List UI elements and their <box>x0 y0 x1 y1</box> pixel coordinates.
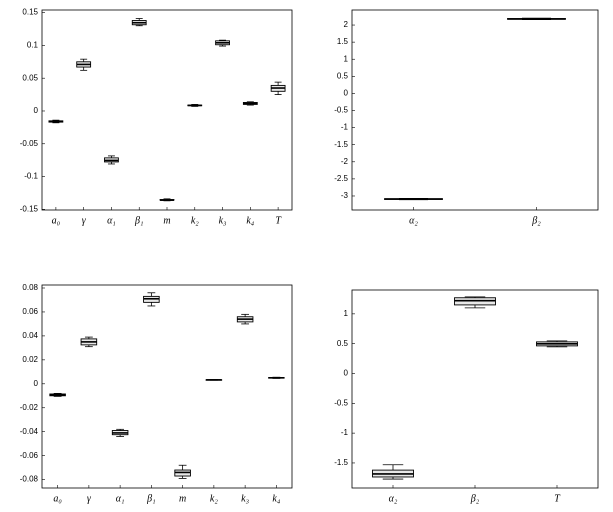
x-tick-label: k₃ <box>241 493 249 504</box>
plot-frame <box>41 284 293 489</box>
x-tick-label: β₂ <box>531 215 541 226</box>
y-tick-label: -3 <box>341 191 349 200</box>
x-tick-label: α₁ <box>116 493 125 504</box>
y-tick-label: -1.5 <box>334 458 348 467</box>
y-tick-label: -1 <box>341 428 349 437</box>
x-tick-label: β₂ <box>470 493 480 504</box>
y-tick-label: -0.15 <box>20 204 39 213</box>
y-tick-label: 0.15 <box>22 8 38 17</box>
y-tick-label: -2 <box>341 157 349 166</box>
x-tick-label: γ <box>82 215 87 226</box>
y-tick-label: 1 <box>344 309 349 318</box>
y-tick-label: -0.05 <box>20 139 39 148</box>
y-tick-label: -0.5 <box>334 398 348 407</box>
y-tick-label: -0.08 <box>20 475 39 484</box>
y-tick-label: 0.1 <box>27 41 39 50</box>
y-tick-label: -1.5 <box>334 140 348 149</box>
y-tick-label: 0 <box>344 89 349 98</box>
y-tick-label: 0.5 <box>337 71 349 80</box>
plot-frame <box>41 9 293 211</box>
x-tick-label: k₄ <box>272 493 280 504</box>
x-tick-label: a₀ <box>53 493 62 504</box>
x-tick-label: α₂ <box>389 493 398 504</box>
y-tick-label: -1 <box>341 123 349 132</box>
y-tick-label: -0.04 <box>20 427 39 436</box>
y-tick-label: 0 <box>34 106 39 115</box>
x-tick-label: k₃ <box>219 215 227 226</box>
y-tick-label: 1.5 <box>337 37 349 46</box>
y-tick-label: 0.04 <box>22 331 38 340</box>
x-tick-label: T <box>275 215 282 226</box>
y-tick-label: 0.02 <box>22 355 38 364</box>
x-tick-label: m <box>179 493 186 504</box>
y-tick-label: -0.5 <box>334 106 348 115</box>
y-tick-label: -0.02 <box>20 403 39 412</box>
x-tick-label: k₂ <box>210 493 218 504</box>
y-tick-label: 0 <box>344 369 349 378</box>
y-tick-label: 1 <box>344 54 349 63</box>
x-tick-label: k₂ <box>191 215 199 226</box>
y-tick-label: 0.08 <box>22 283 38 292</box>
y-tick-label: -0.06 <box>20 451 39 460</box>
y-tick-label: -0.1 <box>24 172 38 181</box>
y-tick-label: 0.05 <box>22 73 38 82</box>
x-tick-label: β₁ <box>146 493 155 504</box>
x-tick-label: T <box>554 493 561 504</box>
plot-frame <box>351 9 599 211</box>
x-tick-label: k₄ <box>246 215 254 226</box>
y-tick-label: 0 <box>34 379 39 388</box>
x-tick-label: γ <box>87 493 92 504</box>
x-tick-label: α₂ <box>409 215 418 226</box>
plot-frame <box>351 289 599 489</box>
x-tick-label: β₁ <box>134 215 143 226</box>
y-tick-label: 0.5 <box>337 339 349 348</box>
x-tick-label: m <box>163 215 170 226</box>
y-tick-label: 2 <box>344 20 349 29</box>
x-tick-label: α₁ <box>107 215 116 226</box>
x-tick-label: a₀ <box>52 215 61 226</box>
y-tick-label: -2.5 <box>334 174 348 183</box>
y-tick-label: 0.06 <box>22 307 38 316</box>
